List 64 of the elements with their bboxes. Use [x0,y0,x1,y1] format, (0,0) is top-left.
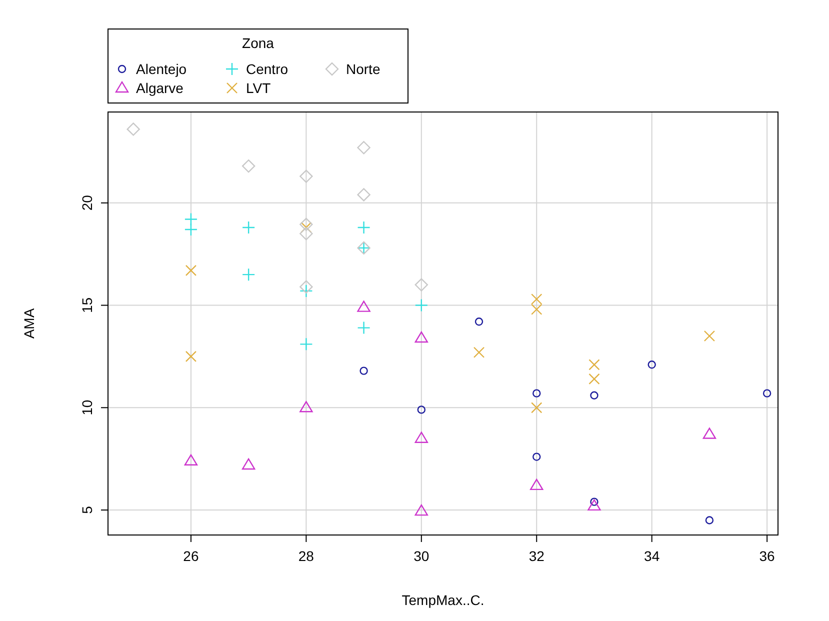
point [357,300,370,312]
legend-label: Alentejo [136,61,187,77]
point [414,504,428,516]
point [300,170,313,183]
point [532,389,541,398]
y-tick-label: 10 [79,400,95,416]
point [242,268,256,282]
point [357,220,370,234]
point [588,373,600,385]
point [300,284,313,298]
point [242,159,256,173]
point [300,227,313,240]
legend-title: Zona [242,35,274,51]
point [532,452,541,461]
point [357,321,370,334]
point [242,458,256,470]
point [184,212,198,226]
point [531,402,542,414]
point [590,391,598,400]
point [300,338,313,351]
point [414,298,428,312]
x-tick-label: 30 [414,548,430,564]
x-tick-label: 32 [528,548,545,564]
point [414,331,428,343]
point [473,346,485,358]
y-tick-label: 15 [79,297,95,314]
point [648,360,656,369]
point [184,222,198,236]
legend-label: Centro [246,61,288,77]
point [360,366,368,375]
point [414,278,428,292]
x-tick-label: 34 [644,548,660,564]
point [705,516,714,524]
point [185,350,197,362]
point [184,454,198,466]
point [762,389,772,398]
point [588,359,600,370]
point [531,294,542,305]
point [417,406,426,414]
point [530,478,544,490]
point [357,188,370,202]
point [300,280,313,294]
point [126,122,140,136]
legend-label: Algarve [136,80,184,96]
point [300,218,313,232]
y-axis-title: AMA [21,308,37,339]
legend-label: LVT [246,80,272,96]
point [704,330,716,342]
x-tick-label: 26 [183,548,199,564]
point [300,401,313,412]
point [185,264,197,276]
x-tick-label: 28 [298,548,314,564]
point [531,304,542,315]
y-tick-label: 20 [79,194,95,211]
point [414,432,428,443]
x-axis-title: TempMax..C. [402,592,484,608]
x-tick-label: 36 [759,548,776,564]
legend-label: Norte [346,61,380,77]
point [242,220,256,234]
y-tick-label: 5 [79,506,95,514]
point [702,428,716,439]
point [357,141,370,154]
point [474,318,484,326]
point [588,499,601,511]
